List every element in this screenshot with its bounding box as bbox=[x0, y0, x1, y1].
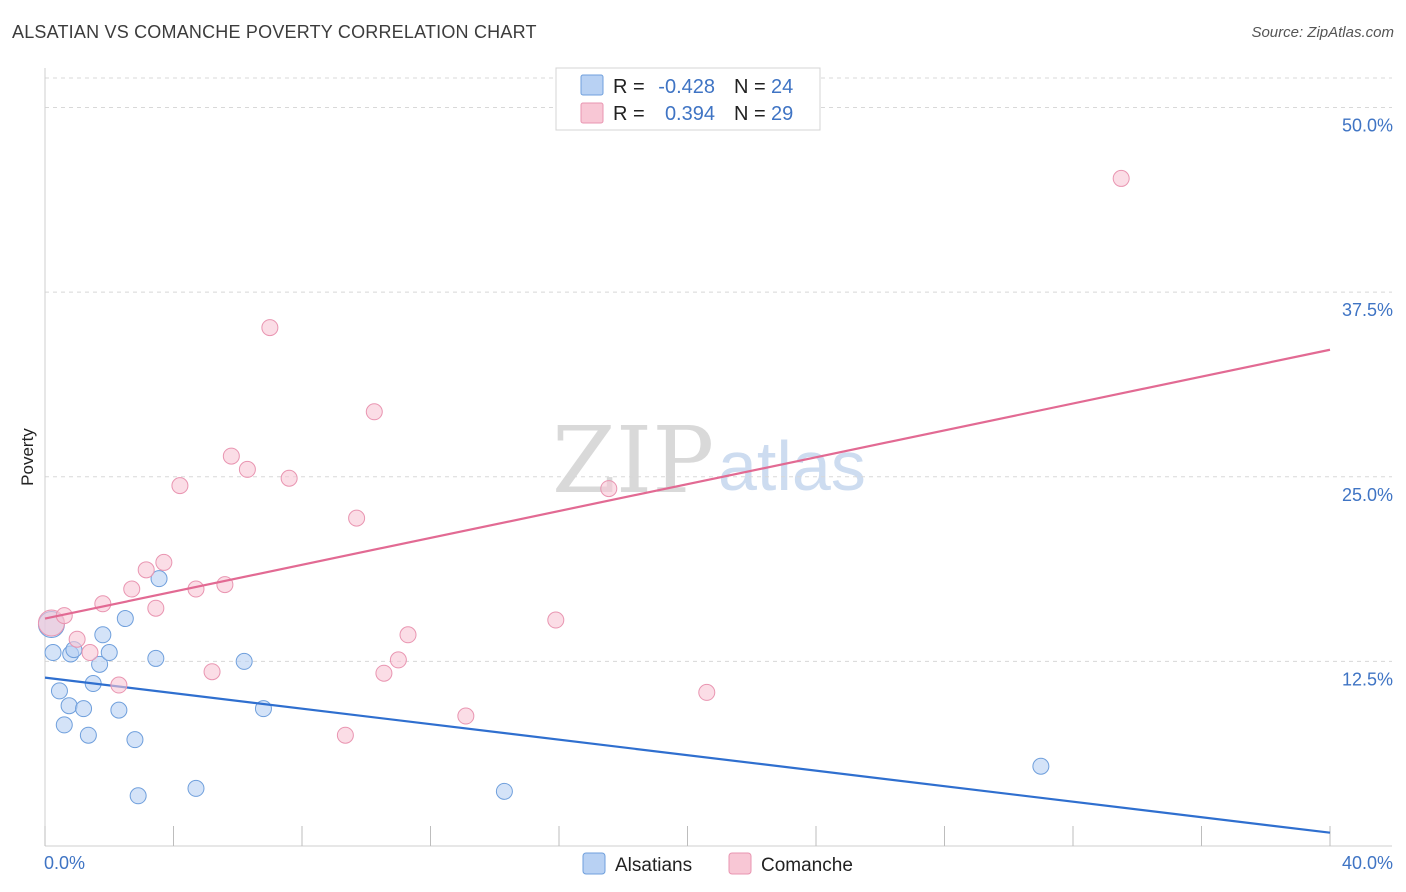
legend-n-value: 24 bbox=[771, 76, 793, 98]
data-point-alsatians bbox=[44, 644, 62, 662]
data-point-comanche bbox=[222, 447, 240, 465]
watermark-atlas: atlas bbox=[718, 427, 866, 505]
data-point-alsatians bbox=[187, 779, 205, 797]
y-axis-title: Poverty bbox=[18, 428, 37, 486]
data-point-alsatians bbox=[94, 626, 112, 644]
legend-swatch-comanche bbox=[580, 102, 604, 124]
legend-swatch-alsatians bbox=[580, 74, 604, 96]
series-alsatians bbox=[37, 570, 1331, 834]
legend-r-label: R = bbox=[613, 103, 645, 125]
legend-r-value: 0.394 bbox=[665, 103, 715, 125]
data-point-alsatians bbox=[495, 782, 513, 800]
chart-title: ALSATIAN VS COMANCHE POVERTY CORRELATION… bbox=[12, 22, 537, 42]
data-point-comanche bbox=[147, 599, 165, 617]
y-tick-labels: 12.5% 25.0% 37.5% 50.0% bbox=[1342, 116, 1393, 690]
gridlines bbox=[45, 77, 1392, 662]
data-point-alsatians bbox=[91, 655, 109, 673]
data-point-comanche bbox=[1112, 169, 1130, 187]
x-tick-label-min: 0.0% bbox=[44, 853, 85, 873]
data-point-alsatians bbox=[116, 610, 134, 628]
legend-n-value: 29 bbox=[771, 103, 793, 125]
y-tick-label: 50.0% bbox=[1342, 116, 1393, 136]
data-point-alsatians bbox=[50, 682, 68, 700]
trend-line-comanche bbox=[44, 348, 1331, 620]
y-tick-label: 25.0% bbox=[1342, 485, 1393, 505]
bottom-legend-swatch-comanche bbox=[728, 852, 752, 875]
data-point-comanche bbox=[94, 595, 112, 613]
series-comanche bbox=[37, 169, 1331, 744]
data-point-comanche bbox=[171, 477, 189, 495]
source-credit: Source: ZipAtlas.com bbox=[1251, 24, 1394, 41]
data-point-alsatians bbox=[110, 701, 128, 719]
data-point-comanche bbox=[399, 626, 417, 644]
data-point-comanche bbox=[81, 644, 99, 662]
data-point-comanche bbox=[137, 561, 155, 579]
data-point-comanche bbox=[600, 480, 618, 498]
x-axis-ticks bbox=[44, 826, 1331, 846]
data-point-comanche bbox=[698, 683, 716, 701]
bottom-legend-label-comanche: Comanche bbox=[761, 855, 853, 876]
data-point-alsatians bbox=[126, 731, 144, 749]
watermark-zip: ZIP bbox=[552, 407, 714, 514]
data-point-comanche bbox=[110, 676, 128, 694]
data-point-alsatians bbox=[150, 570, 168, 588]
trend-line-alsatians bbox=[44, 676, 1331, 834]
data-point-comanche bbox=[375, 664, 393, 682]
watermark: ZIP atlas bbox=[552, 407, 866, 514]
y-tick-label: 12.5% bbox=[1342, 669, 1393, 689]
x-tick-label-max: 40.0% bbox=[1342, 853, 1393, 873]
data-point-comanche bbox=[365, 403, 383, 421]
y-tick-label: 37.5% bbox=[1342, 300, 1393, 320]
data-point-comanche bbox=[68, 630, 86, 648]
legend-n-label: N = bbox=[734, 103, 766, 125]
data-point-alsatians bbox=[147, 649, 165, 667]
data-point-comanche bbox=[547, 611, 565, 629]
legend-r-value: -0.428 bbox=[658, 76, 715, 98]
bottom-legend-swatch-alsatians bbox=[582, 852, 606, 875]
legend-n-label: N = bbox=[734, 76, 766, 98]
data-point-alsatians bbox=[79, 726, 97, 744]
data-point-comanche bbox=[389, 651, 407, 669]
data-point-alsatians bbox=[235, 652, 253, 670]
data-point-alsatians bbox=[55, 716, 73, 734]
legend-r-label: R = bbox=[613, 76, 645, 98]
data-point-comanche bbox=[123, 580, 141, 598]
data-point-alsatians bbox=[1032, 757, 1050, 775]
data-point-comanche bbox=[336, 726, 354, 744]
bottom-legend-label-alsatians: Alsatians bbox=[615, 855, 692, 876]
data-point-alsatians bbox=[75, 700, 93, 718]
data-point-comanche bbox=[348, 509, 366, 527]
data-point-comanche bbox=[280, 469, 298, 487]
data-point-alsatians bbox=[100, 644, 118, 662]
data-point-comanche bbox=[238, 460, 256, 478]
correlation-legend: R = -0.428 N = 24 R = 0.394 N = 29 bbox=[555, 67, 821, 131]
data-point-comanche bbox=[261, 319, 279, 337]
data-point-comanche bbox=[155, 553, 173, 571]
data-point-alsatians bbox=[129, 787, 147, 805]
data-point-alsatians bbox=[60, 697, 78, 715]
data-point-comanche bbox=[457, 707, 475, 725]
data-point-comanche bbox=[203, 663, 221, 681]
series-legend: Alsatians Comanche bbox=[582, 852, 853, 876]
